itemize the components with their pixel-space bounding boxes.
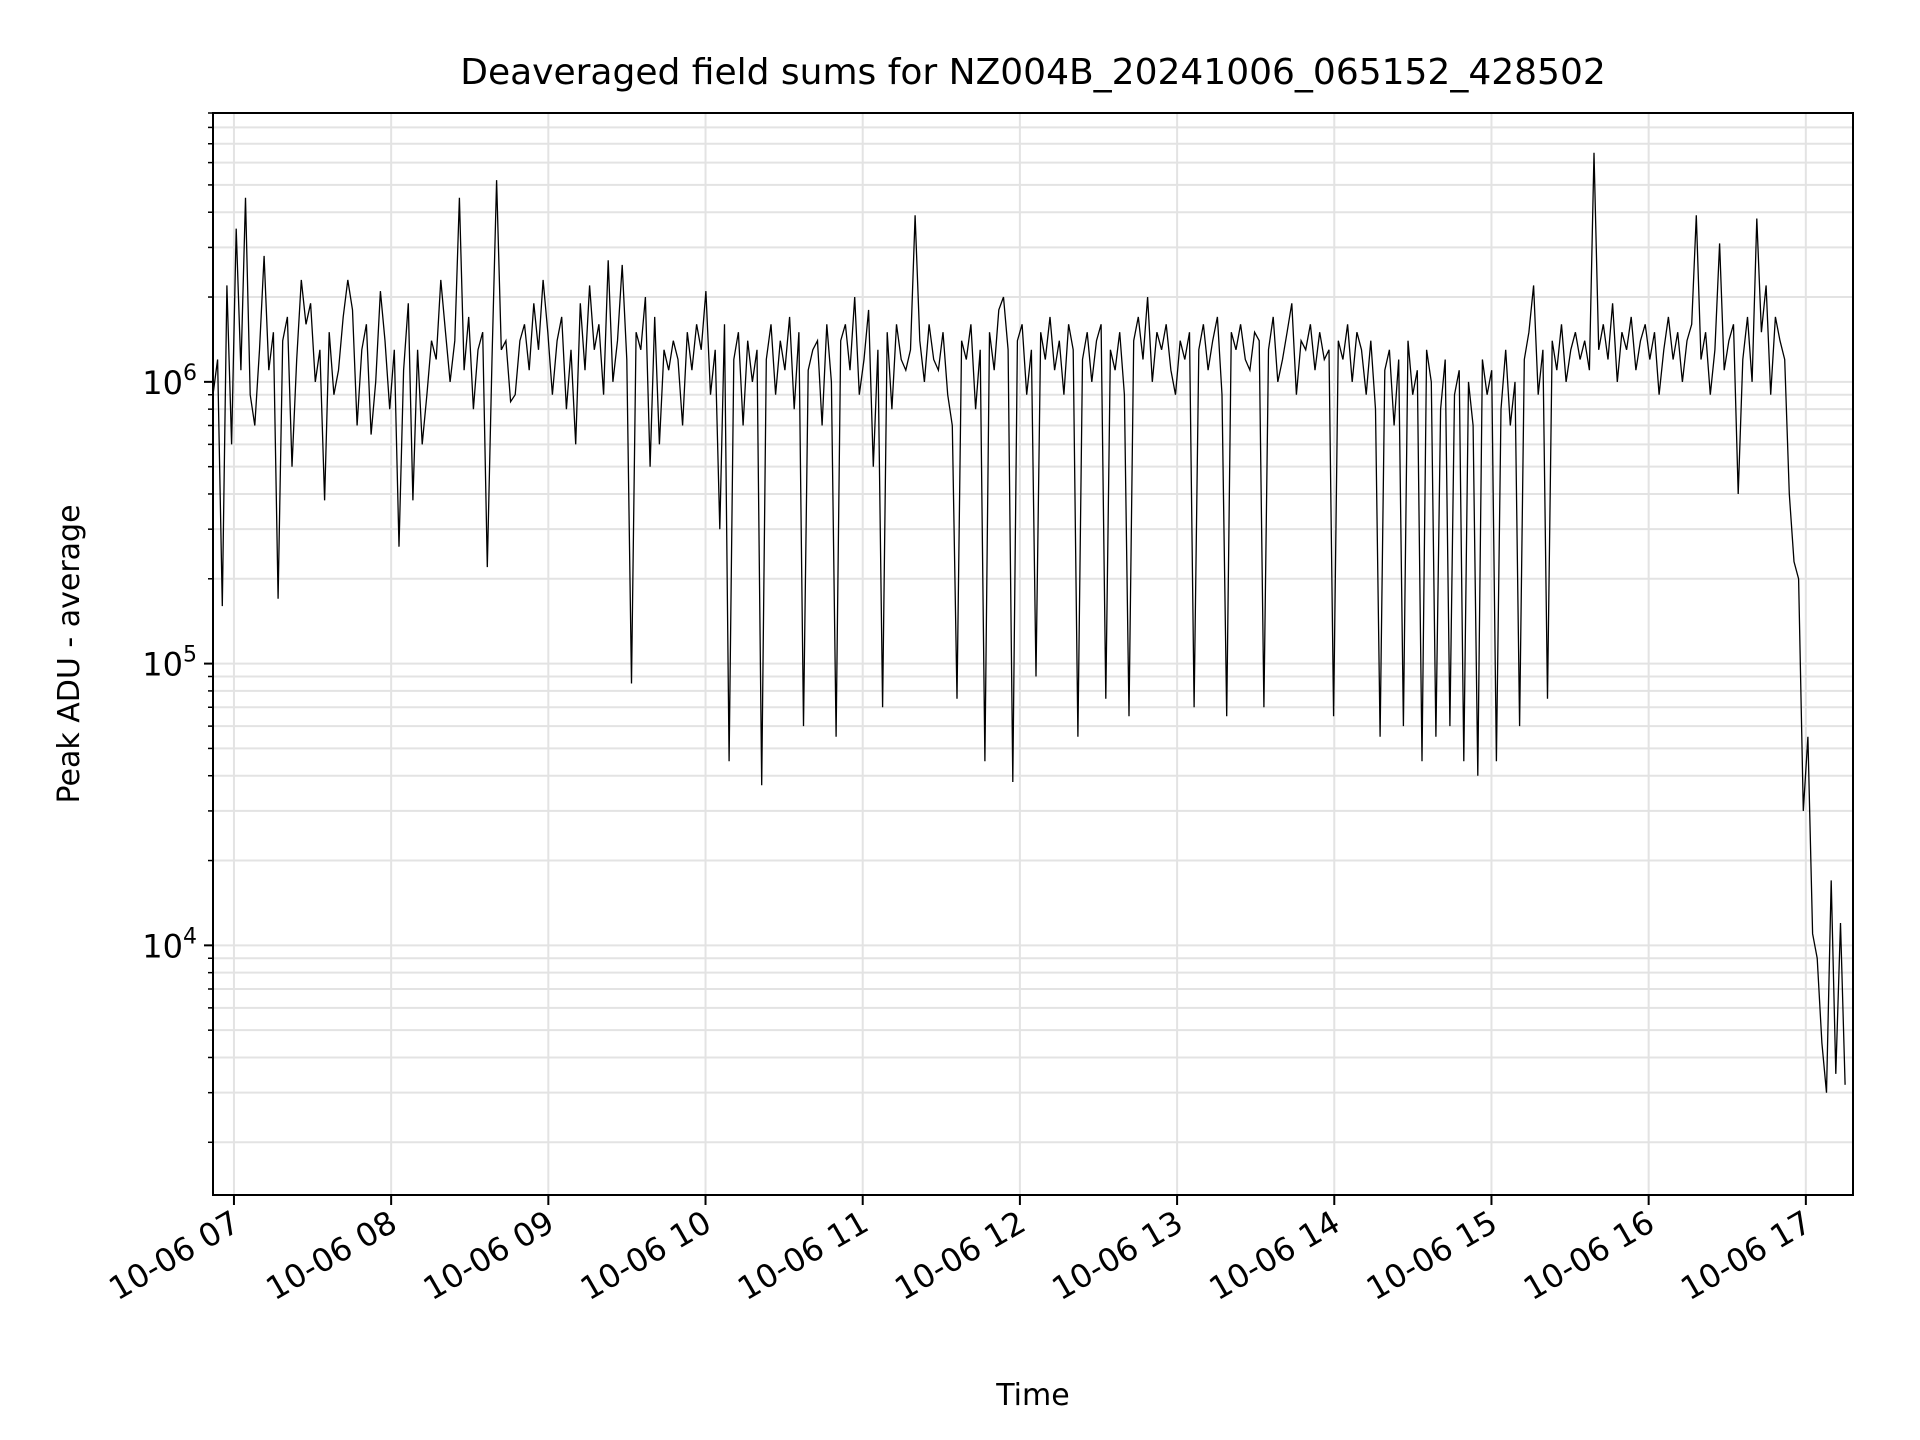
x-tick-label: 10-06 10 [574,1203,718,1308]
grid [213,112,1853,1195]
y-axis: 104 105 106 [142,112,213,1144]
y-axis-label: Peak ADU - average [52,504,87,803]
x-tick-label: 10-06 07 [102,1203,246,1308]
data-series [212,152,1846,1093]
x-axis: 10-06 07 10-06 08 10-06 09 10-06 10 10-06 11… [102,1195,1818,1308]
series-line [212,152,1846,1093]
x-tick-label: 10-06 14 [1203,1203,1347,1308]
x-tick-label: 10-06 17 [1674,1203,1818,1308]
x-tick-label: 10-06 16 [1517,1203,1661,1308]
x-tick-label: 10-06 08 [260,1203,404,1308]
x-tick-label: 10-06 09 [417,1203,561,1308]
x-tick-label: 10-06 13 [1045,1203,1189,1308]
x-tick-label: 10-06 15 [1360,1203,1504,1308]
x-tick-label: 10-06 12 [888,1203,1032,1308]
plot-frame [212,112,1854,1196]
y-tick-label: 105 [142,643,197,684]
y-tick-label: 104 [142,924,197,965]
x-axis-label: Time [995,1378,1069,1413]
y-tick-label: 106 [142,361,197,402]
chart-title: Deaveraged field sums for NZ004B_2024100… [460,52,1606,93]
x-tick-label: 10-06 11 [731,1203,875,1308]
